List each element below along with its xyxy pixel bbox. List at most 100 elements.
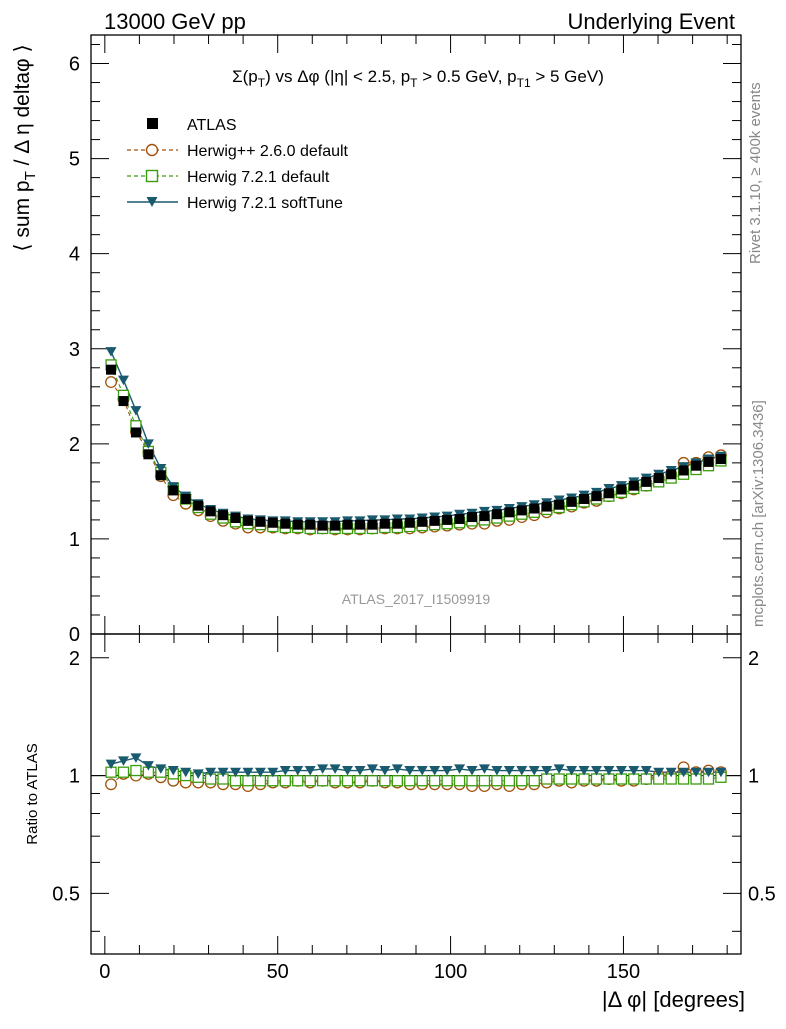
ratio-point-open-square xyxy=(329,775,341,787)
ratio-point-down-triangle xyxy=(678,767,690,778)
axis-ticks xyxy=(91,35,741,954)
ratio-point-open-square xyxy=(391,775,403,787)
data-point-square xyxy=(342,519,353,530)
legend: ATLAS Herwig++ 2.6.0 default Herwig 7.2.… xyxy=(127,117,349,212)
data-point-square xyxy=(429,515,440,526)
data-point-square xyxy=(292,519,303,530)
ratio-point-down-triangle xyxy=(628,766,640,776)
y-tick-label-ratio-right: 1 xyxy=(748,766,759,788)
ratio-point-down-triangle xyxy=(366,764,378,774)
ratio-point-down-triangle xyxy=(242,767,254,778)
x-tick-label: 0 xyxy=(99,961,110,983)
data-point-square xyxy=(180,493,191,504)
legend-entry-herwig721: Herwig 7.2.1 default xyxy=(127,169,330,186)
ratio-point-open-square xyxy=(466,775,478,787)
ratio-point-open-square xyxy=(130,764,142,777)
data-point-square xyxy=(715,454,726,465)
top-y-axis-label: ⟨ sum pT / Δ η deltaφ ⟩ xyxy=(11,44,39,251)
ratio-point-down-triangle xyxy=(566,766,578,776)
x-tick-label: 50 xyxy=(267,961,289,983)
data-point-open-circle xyxy=(105,376,118,388)
legend-entry-softtune: Herwig 7.2.1 softTune xyxy=(127,195,343,212)
data-point-square xyxy=(616,484,627,495)
ratio-point-down-triangle xyxy=(553,764,565,774)
data-point-square xyxy=(579,493,590,504)
y-tick-label-top: 1 xyxy=(69,529,80,551)
y-tick-label-ratio-right: 0.5 xyxy=(748,883,776,905)
x-tick-label: 150 xyxy=(607,961,640,983)
ratio-point-down-triangle xyxy=(391,764,403,774)
data-point-square xyxy=(143,449,154,460)
ratio-point-down-triangle xyxy=(491,766,503,776)
tick-labels: 0 50 100 150 0 1 2 3 4 5 6 0.5 0.5 1 1 2 2 xyxy=(52,54,776,983)
ratio-point-open-square xyxy=(516,775,528,787)
ratio-point-open-square xyxy=(503,775,516,787)
data-point-square xyxy=(417,516,428,527)
legend-label-herwigpp: Herwig++ 2.6.0 default xyxy=(187,143,349,160)
ratio-point-down-triangle xyxy=(105,759,117,770)
data-point-square xyxy=(404,517,415,528)
data-point-square xyxy=(703,456,714,467)
ratio-point-open-square xyxy=(242,775,254,787)
ratio-point-down-triangle xyxy=(578,766,590,776)
ratio-point-down-triangle xyxy=(516,766,528,776)
data-point-square xyxy=(504,507,515,518)
ratio-point-down-triangle xyxy=(217,767,229,778)
data-point-square xyxy=(554,499,565,510)
y-tick-label-ratio-left: 2 xyxy=(69,648,80,670)
ratio-point-open-square xyxy=(292,775,304,787)
ratio-point-open-square xyxy=(528,775,540,787)
data-point-square xyxy=(491,509,502,520)
ratio-y-axis-label: Ratio to ATLAS xyxy=(24,743,41,844)
legend-label-atlas: ATLAS xyxy=(187,117,237,134)
ratio-point-down-triangle xyxy=(653,767,665,778)
ratio-point-down-triangle xyxy=(640,766,652,776)
ratio-point-down-triangle xyxy=(118,756,129,766)
data-point-down-triangle xyxy=(118,375,129,386)
mcplots-side-label: mcplots.cern.ch [arXiv:1306.3436] xyxy=(750,400,767,627)
y-tick-label-top: 4 xyxy=(69,244,80,266)
data-point-square xyxy=(516,505,527,516)
data-point-square xyxy=(255,516,266,527)
ratio-point-down-triangle xyxy=(155,764,167,774)
data-point-square xyxy=(653,473,664,484)
x-axis-label: |Δ φ| [degrees] xyxy=(602,987,745,1012)
ratio-point-down-triangle xyxy=(205,767,217,778)
ratio-point-down-triangle xyxy=(254,767,266,778)
ratio-point-down-triangle xyxy=(603,766,615,776)
ratio-point-open-square xyxy=(441,775,453,787)
data-point-square xyxy=(218,510,229,521)
data-point-square xyxy=(603,488,614,499)
data-point-square xyxy=(230,513,241,524)
ratio-point-open-square xyxy=(304,775,316,787)
y-tick-label-ratio-left: 0.5 xyxy=(52,883,80,905)
data-point-square xyxy=(566,496,577,507)
ratio-point-down-triangle xyxy=(665,767,677,778)
data-point-square xyxy=(392,518,403,529)
ratio-point-down-triangle xyxy=(690,767,702,778)
ratio-point-open-square xyxy=(429,775,441,787)
ratio-point-down-triangle xyxy=(429,766,441,776)
data-point-square xyxy=(628,480,639,491)
ratio-point-down-triangle xyxy=(279,766,291,776)
ratio-point-open-square xyxy=(354,775,366,787)
data-point-square xyxy=(678,465,689,476)
data-point-square xyxy=(641,476,652,487)
data-point-square xyxy=(442,514,453,525)
ratio-point-down-triangle xyxy=(503,766,515,776)
ratio-point-open-square xyxy=(316,775,329,787)
ratio-point-open-square xyxy=(379,775,391,787)
data-point-square xyxy=(205,506,216,517)
ratio-point-open-square xyxy=(416,775,428,787)
ratio-point-open-square xyxy=(279,775,291,787)
ratio-point-open-square xyxy=(341,775,354,787)
ratio-point-down-triangle xyxy=(703,767,714,778)
ratio-point-open-square xyxy=(229,775,242,787)
ratio-point-open-circle xyxy=(105,778,118,791)
ratio-point-down-triangle xyxy=(304,766,316,776)
ratio-point-down-triangle xyxy=(541,766,553,776)
ratio-point-open-square xyxy=(478,775,491,787)
data-point-square xyxy=(280,518,291,529)
x-tick-label: 100 xyxy=(434,961,467,983)
